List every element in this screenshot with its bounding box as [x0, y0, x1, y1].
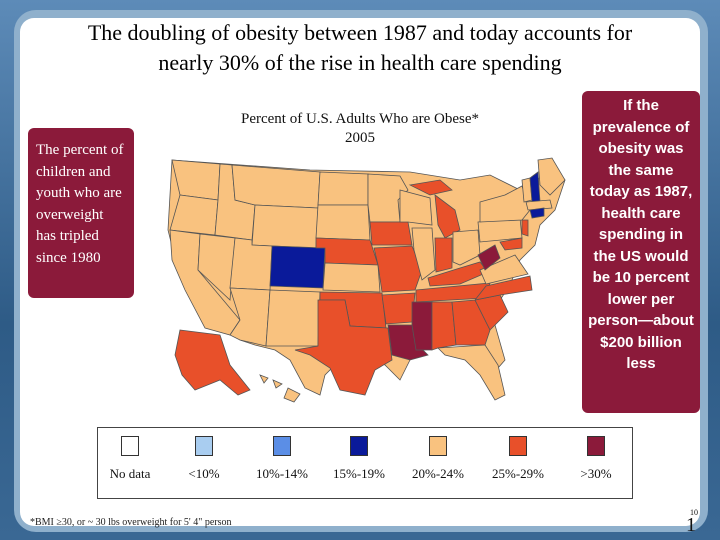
- state-massachusetts: [525, 199, 553, 211]
- state-north-dakota: [317, 171, 369, 206]
- state-michigan-upper: [408, 179, 453, 196]
- state-hawaii: [259, 374, 301, 403]
- state-illinois: [411, 227, 436, 281]
- legend-label: 15%-19%: [333, 466, 385, 481]
- legend-swatch: [350, 436, 368, 456]
- state-south-dakota: [315, 204, 371, 241]
- page-number: 1: [686, 514, 696, 536]
- legend-label: 25%-29%: [492, 466, 544, 481]
- state-connecticut: [529, 207, 545, 219]
- legend-swatch: [273, 436, 291, 456]
- state-mississippi: [411, 301, 433, 351]
- legend-item-over-30: >30%: [556, 436, 636, 482]
- state-west-virginia: [477, 244, 501, 271]
- state-virginia: [479, 254, 529, 285]
- bmi-footnote: *BMI ≥30, or ~ 30 lbs overweight for 5' …: [30, 517, 232, 528]
- state-nebraska: [315, 237, 379, 266]
- map-title-line-1: Percent of U.S. Adults Who are Obese*: [240, 111, 479, 127]
- state-missouri: [373, 245, 423, 293]
- map-legend: No data <10% 10%-14% 15%-19% 20%-24% 25%…: [97, 427, 633, 499]
- state-wyoming: [251, 204, 319, 249]
- state-alabama: [431, 301, 457, 351]
- state-new-mexico: [265, 289, 321, 347]
- map-title: Percent of U.S. Adults Who are Obese* 20…: [180, 110, 540, 148]
- state-montana: [231, 164, 321, 209]
- state-maine: [537, 157, 566, 196]
- state-new-jersey: [521, 219, 529, 237]
- state-michigan: [434, 194, 461, 239]
- slide-title-line-2: nearly 30% of the rise in health care sp…: [158, 50, 562, 75]
- legend-item-15-19: 15%-19%: [319, 436, 399, 482]
- state-nevada: [197, 233, 236, 301]
- state-arkansas: [381, 292, 416, 325]
- children-overweight-callout: The percent of children and youth who ar…: [28, 128, 134, 298]
- legend-label: >30%: [580, 466, 612, 481]
- slide-title-line-1: The doubling of obesity between 1987 and…: [87, 20, 633, 45]
- spending-callout: If the prevalence of obesity was the sam…: [582, 91, 700, 413]
- legend-swatch: [121, 436, 139, 456]
- state-colorado: [269, 245, 326, 289]
- children-overweight-text: The percent of children and youth who ar…: [36, 142, 124, 266]
- state-indiana: [434, 237, 453, 273]
- legend-swatch: [587, 436, 605, 456]
- state-maryland: [499, 237, 523, 251]
- state-texas: [294, 299, 393, 396]
- legend-item-no-data: No data: [90, 436, 170, 482]
- legend-swatch: [509, 436, 527, 456]
- state-utah: [229, 237, 273, 291]
- slide-title: The doubling of obesity between 1987 and…: [0, 18, 720, 78]
- legend-item-25-29: 25%-29%: [478, 436, 558, 482]
- spending-callout-text: If the prevalence of obesity was the sam…: [588, 97, 694, 372]
- legend-label: <10%: [188, 466, 220, 481]
- legend-swatch: [429, 436, 447, 456]
- legend-item-10-14: 10%-14%: [242, 436, 322, 482]
- legend-swatch: [195, 436, 213, 456]
- state-north-carolina: [474, 275, 533, 301]
- state-wisconsin: [399, 189, 433, 226]
- legend-label: 20%-24%: [412, 466, 464, 481]
- state-alaska: [174, 329, 251, 396]
- state-new-hampshire: [529, 171, 541, 203]
- state-florida: [437, 344, 506, 401]
- state-kansas: [322, 262, 381, 293]
- legend-label: No data: [109, 466, 151, 481]
- legend-item-20-24: 20%-24%: [398, 436, 478, 482]
- page-number-small: 10: [690, 508, 698, 517]
- legend-label: 10%-14%: [256, 466, 308, 481]
- state-ohio: [452, 229, 481, 266]
- us-obesity-map: [167, 157, 566, 403]
- state-iowa: [369, 221, 413, 246]
- state-minnesota: [367, 173, 409, 223]
- legend-item-under-10: <10%: [164, 436, 244, 482]
- map-title-year: 2005: [345, 130, 375, 146]
